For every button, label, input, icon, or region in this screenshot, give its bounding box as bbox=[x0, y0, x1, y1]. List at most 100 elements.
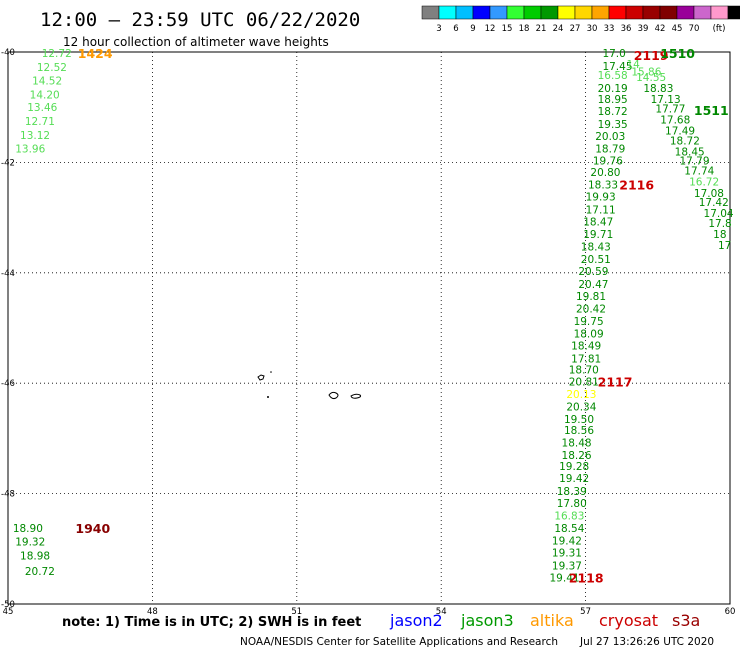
island-outlines bbox=[257, 371, 362, 400]
wave-height-label: 19.32 bbox=[15, 537, 45, 549]
legend-swatch bbox=[540, 5, 559, 20]
wave-height-label: 14.20 bbox=[30, 90, 60, 102]
legend-swatch bbox=[642, 5, 661, 20]
legend-tick-label: 27 bbox=[570, 24, 581, 34]
wave-height-label: 19.75 bbox=[574, 316, 604, 328]
wave-height-label: 19.37 bbox=[552, 560, 582, 572]
legend-tick-label: 39 bbox=[638, 24, 649, 34]
wave-height-label: 19.41 bbox=[550, 573, 580, 585]
legend-swatch bbox=[557, 5, 576, 20]
wave-height-label: 17 bbox=[718, 240, 731, 252]
wave-height-label: 19.71 bbox=[583, 229, 613, 241]
x-tick-label: 54 bbox=[436, 607, 447, 617]
wave-height-label: 19.76 bbox=[593, 156, 623, 168]
legend-swatch bbox=[727, 5, 740, 20]
footer-note: note: 1) Time is in UTC; 2) SWH is in fe… bbox=[62, 615, 361, 630]
satellite-name-jason3: jason3 bbox=[460, 611, 514, 630]
wave-height-label: 16.72 bbox=[689, 177, 719, 189]
legend-tick-label: 36 bbox=[621, 24, 632, 34]
time-label: 1510 bbox=[660, 46, 695, 61]
legend-swatch bbox=[710, 5, 729, 20]
wave-height-label: 19.42 bbox=[552, 536, 582, 548]
time-label: 1940 bbox=[75, 521, 110, 536]
wave-height-label: 18.45 bbox=[675, 146, 705, 158]
wave-height-label: 19.35 bbox=[598, 119, 628, 131]
time-label: 2119 bbox=[634, 48, 669, 63]
wave-height-label: 14 bbox=[627, 59, 641, 71]
wave-height-label: 13.96 bbox=[15, 144, 45, 156]
legend-swatch bbox=[574, 5, 593, 20]
wave-height-label: 13.46 bbox=[27, 102, 57, 114]
wave-height-label: 17.74 bbox=[684, 166, 714, 178]
legend-tick-label: 6 bbox=[453, 24, 458, 34]
wave-height-label: 17.08 bbox=[694, 188, 724, 200]
legend-tick-label: 30 bbox=[587, 24, 598, 34]
wave-height-label: 18.72 bbox=[670, 135, 700, 147]
x-tick-label: 60 bbox=[725, 607, 736, 617]
x-tick-label: 45 bbox=[3, 607, 14, 617]
wave-height-label: 18.09 bbox=[574, 329, 604, 341]
wave-height-label: 17.13 bbox=[651, 94, 681, 106]
legend-tick-label: 15 bbox=[502, 24, 513, 34]
wave-height-label: 15.86 bbox=[631, 66, 661, 78]
wave-height-label: 20.42 bbox=[576, 304, 606, 316]
wave-height-label: 20.72 bbox=[25, 566, 55, 578]
legend-tick-label: 21 bbox=[536, 24, 547, 34]
wave-height-label: 17.0 bbox=[602, 48, 625, 60]
time-label: 1424 bbox=[78, 46, 113, 61]
y-tick-label: -50 bbox=[1, 600, 15, 610]
time-label: 2118 bbox=[569, 571, 604, 586]
wave-height-label: 20.34 bbox=[566, 401, 596, 413]
wave-height-label: 17.8 bbox=[708, 218, 731, 230]
wave-height-label: 20.03 bbox=[595, 131, 625, 143]
wave-height-label: 19.50 bbox=[564, 414, 594, 426]
wave-height-label: 12.71 bbox=[25, 116, 55, 128]
wave-height-label: 17.81 bbox=[571, 353, 601, 365]
time-label: 1511 bbox=[694, 103, 729, 118]
wave-height-label: 20.19 bbox=[598, 83, 628, 95]
wave-height-label: 17.80 bbox=[557, 498, 587, 510]
color-legend: 3 6 9 12 15 18 21 24 27 30 33 36 39 42 45 70 (ft) bbox=[421, 5, 740, 34]
wave-height-label: 14.52 bbox=[32, 76, 62, 88]
wave-height-label: 18.79 bbox=[595, 144, 625, 156]
wave-height-label: 17.42 bbox=[699, 197, 729, 209]
wave-height-label: 13.12 bbox=[20, 130, 50, 142]
wave-height-label: 18.54 bbox=[554, 523, 584, 535]
y-tick-label: -44 bbox=[1, 269, 15, 279]
wave-height-label: 19.28 bbox=[559, 461, 589, 473]
legend-tick-label: 70 bbox=[689, 24, 700, 34]
y-tick-label: -48 bbox=[1, 490, 15, 500]
satellite-name-altika: altika bbox=[530, 611, 574, 630]
x-tick-label: 48 bbox=[147, 607, 158, 617]
wave-height-label: 18.56 bbox=[564, 425, 594, 437]
legend-swatch bbox=[676, 5, 695, 20]
wave-height-label: 18.47 bbox=[583, 216, 613, 228]
wave-height-label: 18.43 bbox=[581, 241, 611, 253]
wave-height-label: 18.39 bbox=[557, 486, 587, 498]
credit-text: NOAA/NESDIS Center for Satellite Applica… bbox=[240, 636, 558, 648]
legend-swatch bbox=[608, 5, 627, 20]
island-outline bbox=[270, 371, 272, 373]
wave-height-label: 18.90 bbox=[13, 523, 43, 535]
legend-swatch bbox=[438, 5, 457, 20]
satellite-name-cryosat: cryosat bbox=[599, 611, 658, 630]
legend-swatch bbox=[659, 5, 678, 20]
legend-tick-label: (ft) bbox=[713, 24, 726, 34]
wave-height-label: 20.47 bbox=[578, 279, 608, 291]
wave-height-label: 14.55 bbox=[636, 72, 666, 84]
wave-height-label: 18.26 bbox=[562, 450, 592, 462]
legend-tick-label: 9 bbox=[470, 24, 475, 34]
island-outline bbox=[328, 391, 339, 400]
y-tick-label: -40 bbox=[1, 48, 15, 58]
wave-height-label: 20.59 bbox=[578, 266, 608, 278]
wave-height-label: 18.98 bbox=[20, 550, 50, 562]
y-tick-label: -46 bbox=[1, 379, 15, 389]
wave-height-label: 12.52 bbox=[37, 62, 67, 74]
wave-height-label: 18.83 bbox=[643, 83, 673, 95]
wave-height-label: 18.70 bbox=[569, 364, 599, 376]
legend-tick-label: 24 bbox=[553, 24, 564, 34]
legend-tick-label: 45 bbox=[672, 24, 683, 34]
chart-subtitle: 12 hour collection of altimeter wave hei… bbox=[63, 35, 329, 49]
legend-swatch bbox=[421, 5, 440, 20]
